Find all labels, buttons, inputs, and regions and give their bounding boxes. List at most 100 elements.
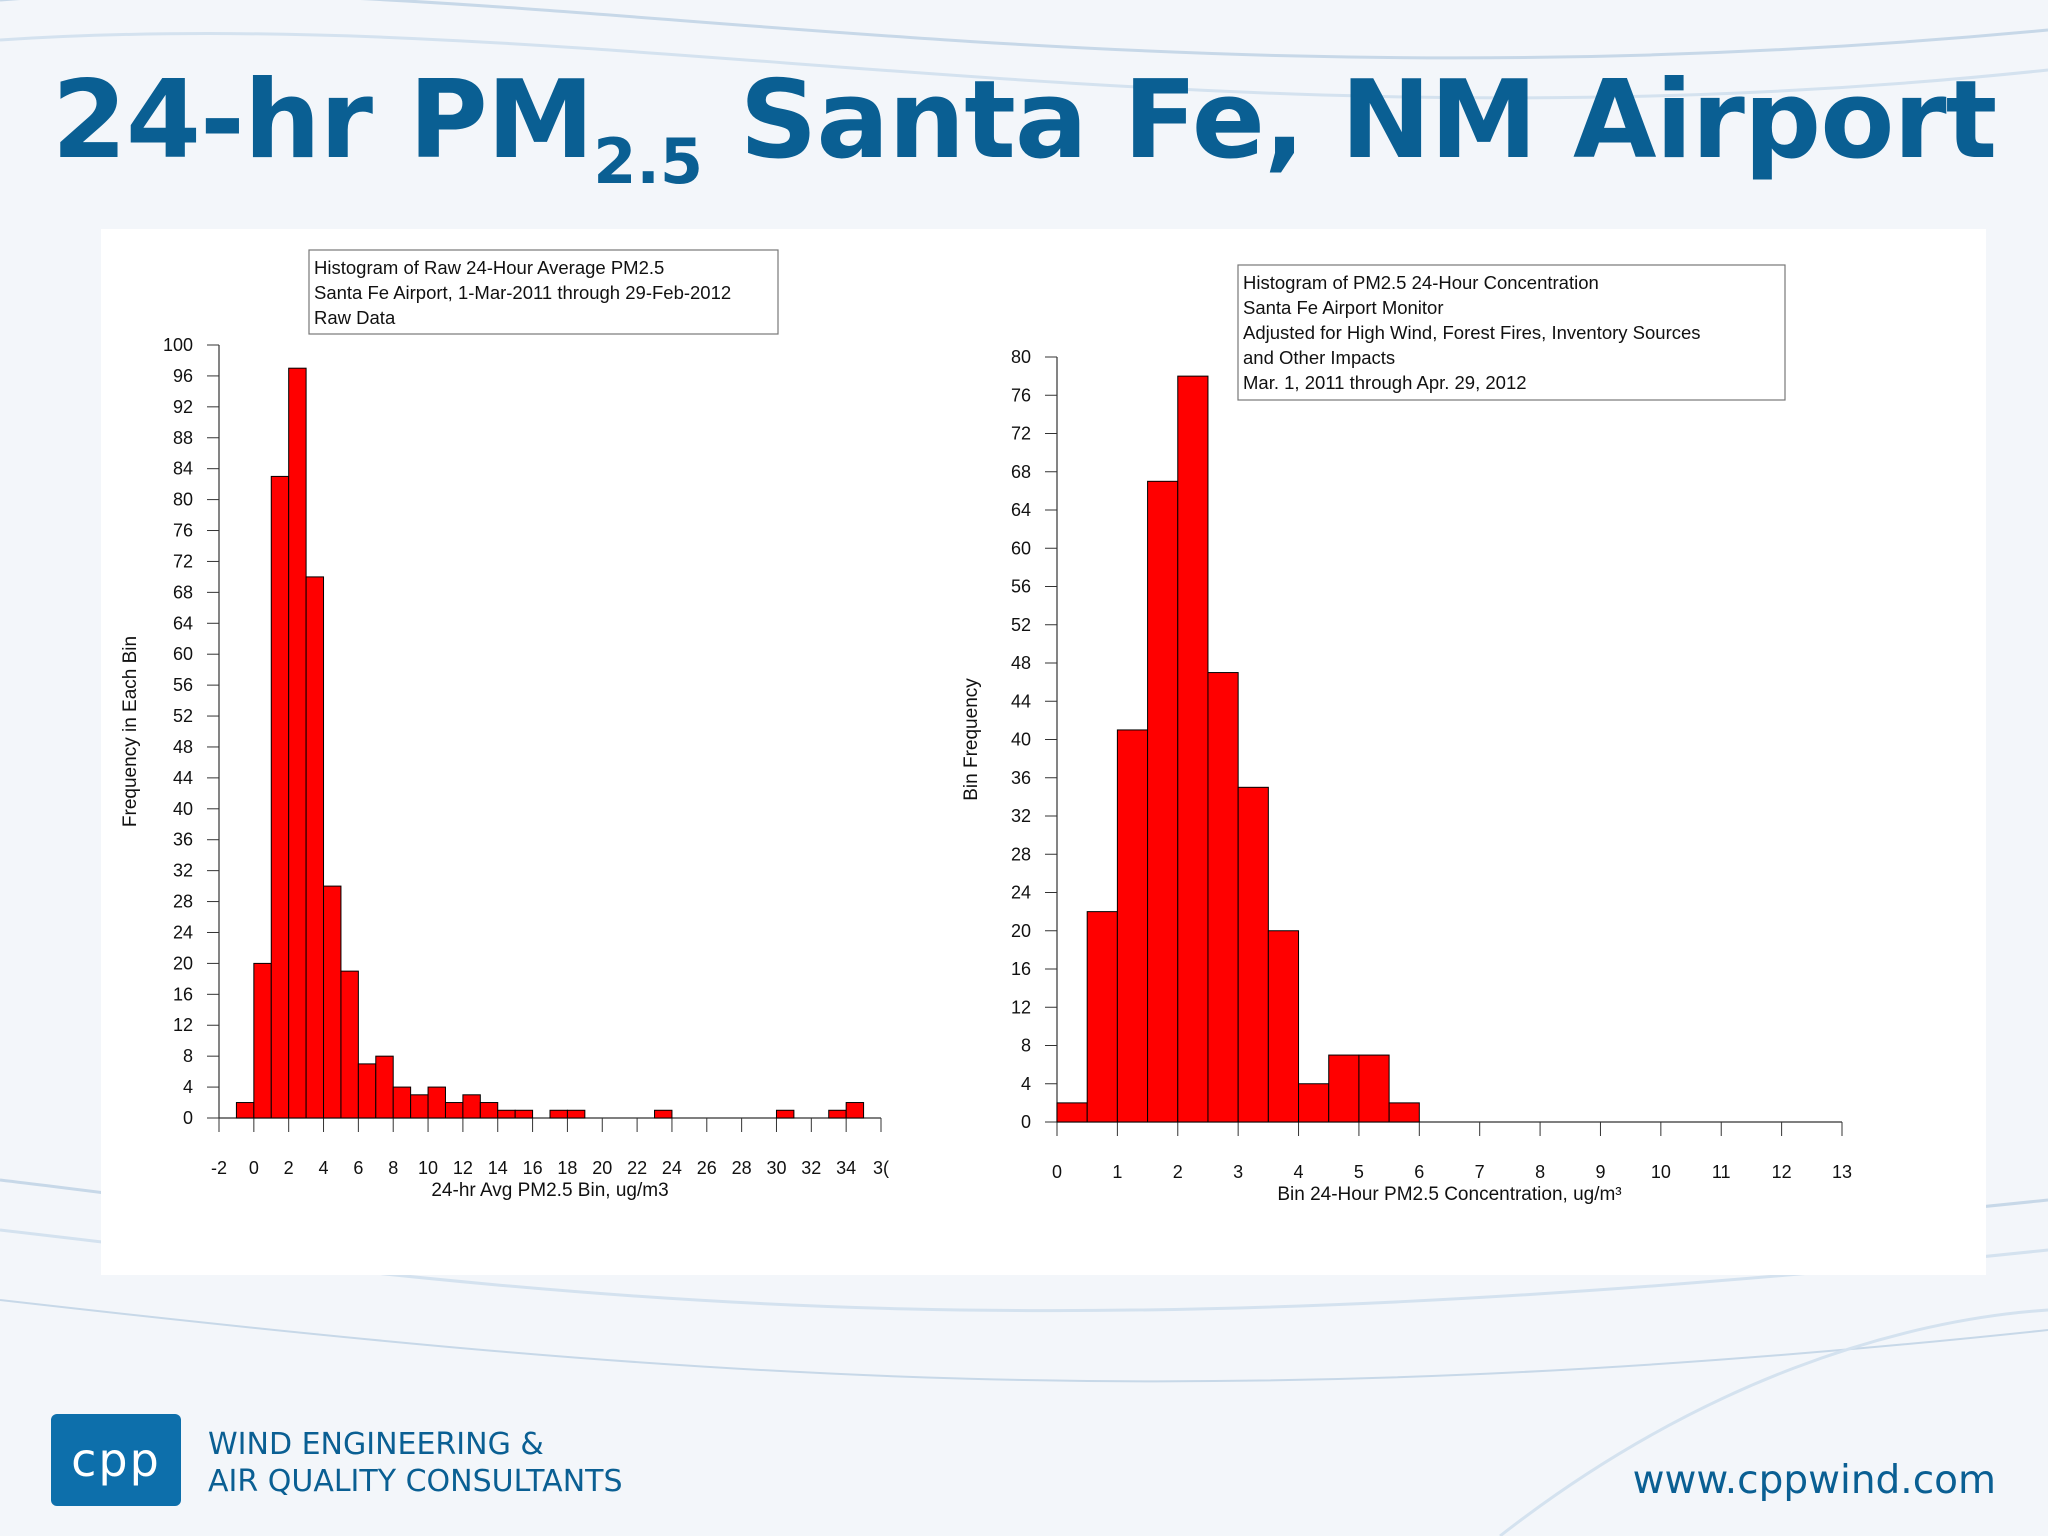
x-tick-label: -2 <box>211 1158 227 1178</box>
x-tick-label: 6 <box>1414 1162 1424 1182</box>
y-tick-label: 72 <box>1011 424 1031 444</box>
title-subscript: 2.5 <box>593 125 704 199</box>
y-tick-label: 64 <box>173 613 193 633</box>
y-tick-label: 100 <box>163 335 193 355</box>
y-tick-label: 52 <box>173 706 193 726</box>
legend-box <box>1237 264 1786 401</box>
y-tick-label: 48 <box>1011 653 1031 673</box>
histogram-bar <box>1388 1102 1420 1123</box>
y-tick-label: 16 <box>173 984 193 1004</box>
histogram-bar <box>514 1109 534 1119</box>
histogram-bar <box>1177 375 1209 1123</box>
x-tick-label: 6 <box>353 1158 363 1178</box>
x-tick-label: 2 <box>284 1158 294 1178</box>
x-tick-label: 10 <box>1651 1162 1671 1182</box>
x-tick-label: 11 <box>1712 1162 1731 1182</box>
y-tick-label: 60 <box>1011 538 1031 558</box>
x-tick-label: 4 <box>319 1158 329 1178</box>
histogram-bar <box>427 1086 446 1119</box>
x-tick-label: 22 <box>627 1158 647 1178</box>
histogram-bar <box>253 962 272 1119</box>
histogram-bar <box>549 1109 568 1119</box>
y-tick-label: 76 <box>1011 385 1031 405</box>
x-tick-label: 34 <box>836 1158 856 1178</box>
slide-title: 24-hr PM2.5 Santa Fe, NM Airport <box>0 58 2048 198</box>
x-tick-label: 2 <box>1173 1162 1183 1182</box>
y-tick-label: 20 <box>1011 921 1031 941</box>
histogram-bar <box>1237 786 1269 1123</box>
y-tick-label: 4 <box>1021 1074 1031 1094</box>
tagline-line-1: WIND ENGINEERING & <box>208 1427 544 1462</box>
y-tick-label: 80 <box>1011 347 1031 367</box>
histogram-bar <box>357 1063 377 1119</box>
y-tick-label: 20 <box>173 953 193 973</box>
histogram-bar <box>1147 480 1179 1123</box>
histogram-bar <box>375 1055 394 1119</box>
x-tick-label: 13 <box>1832 1162 1852 1182</box>
legend-line: Histogram of Raw 24-Hour Average PM2.5 <box>314 257 664 278</box>
y-axis-title: Bin Frequency <box>961 678 982 801</box>
histogram-bar <box>392 1086 412 1119</box>
histogram-bar <box>566 1109 586 1119</box>
histogram-bar <box>1116 729 1149 1123</box>
x-tick-label: 12 <box>1772 1162 1792 1182</box>
y-tick-label: 12 <box>173 1015 193 1035</box>
y-tick-label: 68 <box>1011 462 1031 482</box>
histogram-bar <box>410 1094 429 1119</box>
website-url[interactable]: www.cppwind.com <box>1632 1458 1996 1503</box>
x-tick-label: 20 <box>592 1158 612 1178</box>
title-main: 24-hr PM <box>51 58 594 183</box>
histogram-bar <box>775 1109 795 1119</box>
histogram-bar <box>1086 911 1118 1123</box>
histogram-bar <box>462 1094 481 1119</box>
x-tick-label: 32 <box>801 1158 821 1178</box>
x-tick-label: 5 <box>1354 1162 1364 1182</box>
y-axis-title: Frequency in Each Bin <box>120 636 141 827</box>
x-tick-label: 24 <box>662 1158 682 1178</box>
x-tick-label: 30 <box>766 1158 786 1178</box>
x-tick-label: 0 <box>1052 1162 1062 1182</box>
x-tick-label: 3( <box>873 1158 889 1178</box>
y-tick-label: 44 <box>1011 691 1031 711</box>
x-tick-label: 1 <box>1112 1162 1122 1182</box>
histogram-bar <box>497 1109 516 1119</box>
y-tick-label: 32 <box>173 861 193 881</box>
y-tick-label: 32 <box>1011 806 1031 826</box>
x-axis-title: Bin 24-Hour PM2.5 Concentration, ug/m³ <box>1277 1184 1621 1205</box>
histogram-bar <box>1328 1054 1360 1123</box>
legend-line: Histogram of PM2.5 24-Hour Concentration <box>1243 272 1599 293</box>
histogram-bar <box>1207 672 1239 1123</box>
y-tick-label: 24 <box>173 922 193 942</box>
figure-panel: 0 4 8 12 16 20 24 28 32 36 40 44 48 52 56 60 64 68 72 76 80 8… <box>101 229 1986 1275</box>
histogram-bar <box>828 1109 847 1119</box>
histogram-figure: 0481216202428323640444852566064687276808… <box>120 249 1852 1205</box>
x-tick-label: 8 <box>388 1158 398 1178</box>
x-axis-title: 24-hr Avg PM2.5 Bin, ug/m3 <box>431 1180 668 1201</box>
x-tick-label: 4 <box>1294 1162 1304 1182</box>
y-tick-label: 28 <box>1011 844 1031 864</box>
y-tick-label: 92 <box>173 397 193 417</box>
legend-line: Santa Fe Airport Monitor <box>1243 297 1444 318</box>
y-tick-label: 72 <box>173 551 193 571</box>
x-tick-label: 9 <box>1595 1162 1605 1182</box>
y-tick-label: 36 <box>173 830 193 850</box>
legend-line: Santa Fe Airport, 1-Mar-2011 through 29-… <box>314 282 731 303</box>
y-tick-label: 8 <box>1021 1036 1031 1056</box>
y-tick-label: 40 <box>173 799 193 819</box>
histogram-bar <box>305 576 325 1119</box>
y-tick-label: 12 <box>1011 997 1031 1017</box>
y-tick-label: 56 <box>173 675 193 695</box>
legend-line: Raw Data <box>314 307 396 328</box>
histogram-bar <box>288 367 307 1119</box>
histogram-bar <box>444 1102 464 1119</box>
y-tick-label: 16 <box>1011 959 1031 979</box>
x-tick-label: 10 <box>418 1158 438 1178</box>
y-tick-label: 60 <box>173 644 193 664</box>
histogram-bar <box>235 1102 255 1119</box>
y-tick-label: 64 <box>1011 500 1031 520</box>
x-tick-label: 12 <box>453 1158 473 1178</box>
y-tick-label: 0 <box>1021 1112 1031 1132</box>
histogram-bar <box>323 885 342 1119</box>
y-tick-label: 68 <box>173 582 193 602</box>
y-tick-label: 76 <box>173 521 193 541</box>
